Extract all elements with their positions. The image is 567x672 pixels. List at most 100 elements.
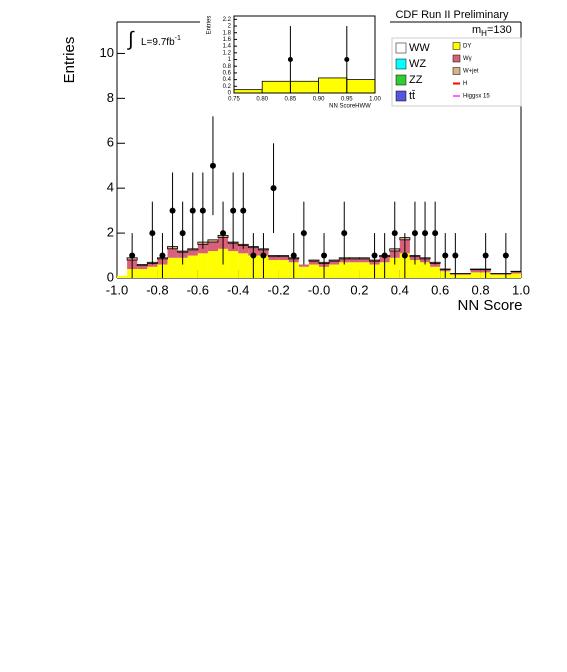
y-tick-label: 1.6 (223, 37, 232, 43)
y-tick-label: 0.6 (223, 70, 232, 76)
mass-value: =130 (487, 24, 512, 36)
y-tick-label: 1.8 (223, 30, 232, 36)
data-point (291, 253, 297, 259)
x-tick-label: 0.90 (313, 97, 325, 103)
legend-swatch (453, 68, 460, 75)
x-tick-label: 0.95 (341, 97, 353, 103)
stack-bar (137, 269, 147, 278)
y-tick-label: 0.2 (223, 84, 232, 90)
legend-swatch (396, 59, 406, 69)
y-tick-label: 1.2 (223, 50, 232, 56)
stack-bar (198, 253, 208, 278)
data-point (129, 253, 135, 259)
data-point (442, 253, 448, 259)
data-point (220, 230, 226, 236)
legend-swatch (396, 91, 406, 101)
x-tick-label: 0.80 (256, 97, 268, 103)
data-point (483, 253, 489, 259)
inset-x-label: NN ScoreHWW (329, 104, 371, 110)
stack-bar (471, 272, 481, 278)
stack-bar (188, 256, 198, 278)
data-point (503, 253, 509, 259)
y-tick-label: 6 (107, 135, 114, 150)
y-tick-label: 0.8 (223, 64, 232, 70)
stack-bar (188, 249, 198, 250)
x-tick-label: 1.00 (369, 97, 381, 103)
stack-bar (269, 257, 279, 260)
data-point (392, 230, 398, 236)
data-point (372, 253, 378, 259)
stack-bar (279, 257, 289, 260)
x-tick-label: -0.8 (146, 282, 168, 297)
y-tick-label: 10 (100, 45, 114, 60)
y-tick-label: 4 (107, 180, 114, 195)
inset-bar (290, 81, 318, 93)
y-tick-label: 8 (107, 90, 114, 105)
stack-bar (147, 267, 157, 278)
x-tick-label: 0.2 (350, 282, 368, 297)
y-axis-label: Entries (61, 37, 78, 84)
stack-bar (491, 275, 501, 278)
data-point (422, 230, 428, 236)
stack-bar (188, 250, 198, 256)
stack-bar (269, 260, 279, 278)
legend-swatch (396, 43, 406, 53)
data-point (344, 57, 349, 62)
data-point (170, 208, 176, 214)
data-point (432, 230, 438, 236)
y-tick-label: 1.4 (223, 44, 232, 50)
stack-bar (349, 259, 359, 262)
data-point (159, 253, 165, 259)
data-point (301, 230, 307, 236)
data-point (452, 253, 458, 259)
stack-bar (471, 269, 481, 270)
stack-bar (168, 258, 178, 278)
stack-bar (471, 270, 481, 273)
mass-symbol: m (472, 24, 481, 36)
stack-bar (117, 276, 127, 278)
x-tick-label: 1.0 (512, 282, 530, 297)
data-point (271, 185, 277, 191)
inset-bar (234, 90, 262, 93)
stack-bar (208, 240, 218, 242)
inset-bar (262, 81, 290, 93)
y-tick-label: 2 (107, 225, 114, 240)
legend-label: tt̄ (409, 90, 415, 102)
x-tick-label: 0.85 (285, 97, 297, 103)
lumi-superscript: -1 (175, 35, 181, 42)
stack-bar (329, 261, 339, 264)
stack-bar (359, 258, 369, 259)
data-point (402, 253, 408, 259)
chart-title: CDF Run II Preliminary (395, 9, 509, 21)
data-point (382, 253, 388, 259)
data-point (250, 253, 256, 259)
x-tick-label: 0.6 (431, 282, 449, 297)
data-point (341, 230, 347, 236)
lumi-text: L=9.7fb (141, 37, 175, 48)
stack-bar (168, 249, 178, 258)
x-tick-label: 0.75 (228, 97, 240, 103)
legend-swatch (453, 43, 460, 50)
x-tick-label: 0.8 (472, 282, 490, 297)
y-tick-label: 0.4 (223, 77, 232, 83)
stack-bar (208, 251, 218, 278)
legend-label: H (463, 81, 467, 87)
legend-label: Higgsx 15 (463, 94, 490, 100)
stack-bar (339, 262, 349, 278)
stack-bar (349, 258, 359, 259)
stack-bar (349, 262, 359, 278)
y-tick-label: 2.2 (223, 17, 232, 23)
legend-swatch (396, 75, 406, 85)
stack-bar (329, 265, 339, 278)
stack-bar (269, 256, 279, 257)
stack-bar (511, 274, 521, 278)
stack-bar (420, 262, 430, 278)
inset-bar (347, 80, 375, 93)
data-point (288, 57, 293, 62)
x-axis-label: NN Score (457, 297, 522, 314)
stack-bar (329, 260, 339, 261)
legend-swatch (453, 55, 460, 62)
data-point (200, 208, 206, 214)
legend-label: WW (409, 42, 430, 54)
